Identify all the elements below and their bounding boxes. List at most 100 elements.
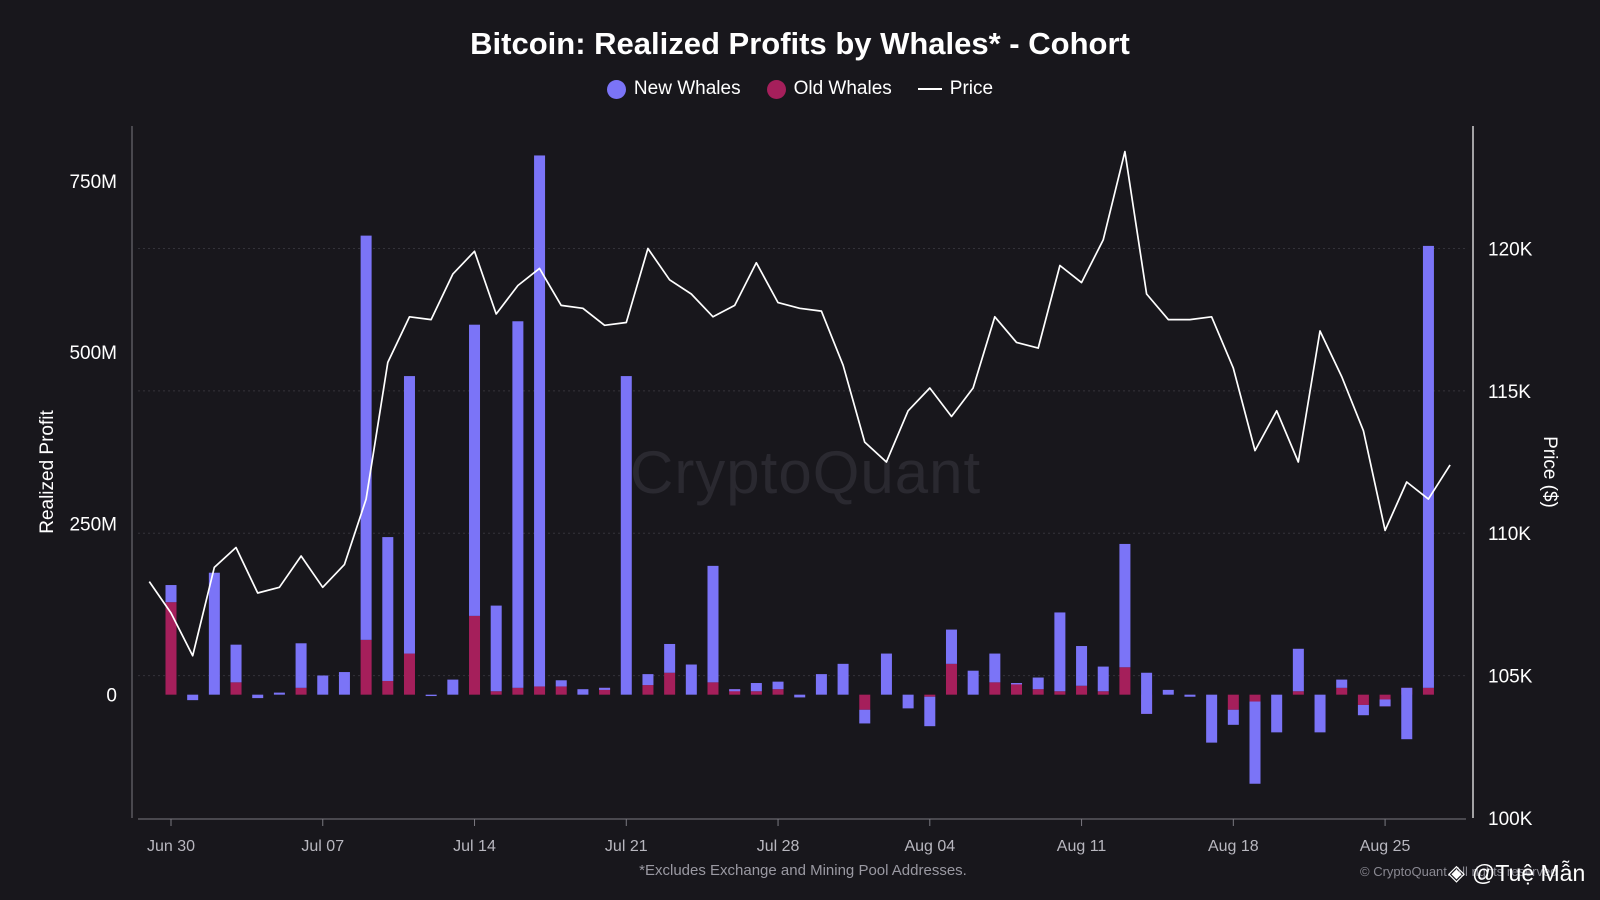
new-whales-bar	[512, 321, 524, 688]
new-whales-bar	[989, 653, 1001, 683]
y-tick-label: 0	[106, 686, 117, 707]
y2-tick-label: 110K	[1488, 524, 1531, 545]
new-whales-bar	[295, 643, 307, 688]
new-whales-bar	[1271, 694, 1283, 733]
new-whales-bar	[772, 681, 784, 690]
new-whales-bar	[1184, 694, 1196, 697]
old-whales-bar	[1054, 691, 1066, 695]
legend-new-whales-dot-icon	[606, 79, 626, 99]
old-whales-bar	[859, 694, 871, 710]
old-whales-bar	[1227, 694, 1239, 710]
legend-price-line-icon	[917, 88, 942, 90]
x-tick-label: Jul 21	[605, 838, 648, 855]
new-whales-bar	[490, 605, 502, 692]
old-whales-bar	[1336, 687, 1348, 695]
x-axis-ticks: Jun 30 Jul 07 Jul 14 Jul 21 Jul 28 Aug 04 Aug …	[147, 819, 1411, 855]
old-whales-bar	[165, 602, 177, 695]
legend-item-price[interactable]: Price	[917, 78, 994, 100]
new-whales-bar	[1314, 694, 1326, 733]
new-whales-bar	[447, 679, 459, 695]
old-whales-bar	[729, 689, 741, 695]
y-axis-ticks: 0 250M 500M 750M	[69, 172, 117, 707]
new-whales-bar	[837, 663, 849, 695]
new-whales-bar	[1227, 709, 1239, 725]
new-whales-bar	[1054, 612, 1066, 692]
new-whales-bar	[1162, 689, 1174, 695]
cryptoquant-watermark: CryptoQuant	[630, 439, 982, 506]
new-whales-bar	[620, 376, 632, 695]
new-whales-bar	[1422, 245, 1434, 688]
old-whales-bar	[772, 689, 784, 695]
y2-tick-label: 120K	[1488, 239, 1533, 260]
new-whales-bar	[165, 585, 177, 603]
old-whales-bar	[989, 682, 1001, 695]
new-whales-bar	[815, 674, 827, 695]
old-whales-bar	[1032, 689, 1044, 695]
new-whales-bar	[555, 680, 567, 687]
legend-item-new-whales[interactable]: New Whales	[606, 78, 741, 100]
y-tick-label: 500M	[69, 343, 117, 364]
old-whales-bar	[1076, 685, 1088, 695]
y2-tick-label: 100K	[1488, 809, 1533, 830]
x-tick-label: Jul 07	[301, 838, 344, 855]
new-whales-bar	[664, 643, 676, 673]
old-whales-bar	[382, 680, 394, 695]
legend-new-whales-label: New Whales	[633, 78, 741, 99]
new-whales-bar	[1141, 672, 1153, 714]
gridlines	[138, 247, 1466, 677]
new-whales-bar	[317, 675, 329, 695]
new-whales-bar	[382, 537, 394, 681]
new-whales-bar	[1357, 704, 1369, 716]
old-whales-bar	[555, 686, 567, 695]
new-whales-bar	[1097, 666, 1109, 692]
new-whales-bar	[1011, 683, 1023, 685]
old-whales-bar	[534, 686, 546, 695]
new-whales-bar	[338, 672, 350, 695]
legend-item-old-whales[interactable]: Old Whales	[766, 78, 892, 100]
old-whales-bar	[1292, 691, 1304, 695]
new-whales-bar	[1249, 701, 1261, 784]
old-whales-bar	[230, 682, 242, 695]
new-whales-bar	[1336, 679, 1348, 688]
new-whales-bar	[902, 694, 914, 709]
y2-axis-ticks: 100K 105K 110K 115K 120K	[1488, 239, 1533, 830]
old-whales-bar	[512, 687, 524, 695]
x-tick-label: Aug 11	[1057, 838, 1107, 855]
new-whales-bar	[469, 324, 481, 616]
new-whales-bar	[967, 670, 979, 695]
legend-price-label: Price	[949, 78, 994, 99]
old-whales-bar	[360, 639, 372, 695]
copyright-notice: © CryptoQuant. All rights reserved	[1360, 864, 1558, 879]
new-whales-bar	[1401, 687, 1413, 740]
new-whales-bar	[360, 235, 372, 640]
y-axis-label: Realized Profit	[37, 410, 58, 534]
old-whales-bar	[403, 653, 415, 695]
new-whales-bar	[924, 696, 936, 727]
new-whales-bar	[1032, 677, 1044, 690]
price-line	[148, 150, 1451, 657]
new-whales-bar	[252, 694, 264, 699]
y2-tick-label: 115K	[1488, 382, 1531, 403]
new-whales-bar	[403, 376, 415, 654]
new-whales-bar	[729, 689, 741, 692]
new-whales-bar	[794, 694, 806, 698]
x-tick-label: Jul 14	[453, 838, 496, 855]
x-tick-label: Aug 25	[1360, 838, 1411, 855]
diamond-logo-icon: ◈	[1448, 860, 1465, 885]
old-whales-bar	[490, 691, 502, 695]
chart-legend: New Whales Old Whales Price	[0, 78, 1600, 100]
new-whales-bar	[685, 664, 697, 695]
new-whales-bar	[425, 694, 437, 697]
old-whales-bar	[750, 691, 762, 695]
x-tick-label: Aug 04	[904, 838, 955, 855]
author-signature: @Tuệ Mẫn	[1472, 860, 1586, 886]
old-whales-bar	[469, 615, 481, 695]
old-whales-bar	[1357, 694, 1369, 705]
new-whales-bar	[187, 694, 199, 701]
new-whales-bar	[273, 692, 285, 695]
y-tick-label: 250M	[69, 514, 117, 535]
old-whales-bar	[945, 663, 957, 695]
bar-series	[165, 155, 1434, 784]
new-whales-bar	[880, 653, 892, 695]
